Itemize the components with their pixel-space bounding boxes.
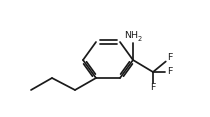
Text: 2: 2: [137, 36, 142, 42]
Text: F: F: [167, 53, 173, 62]
Text: F: F: [150, 84, 156, 93]
Text: NH: NH: [125, 31, 139, 40]
Text: F: F: [167, 68, 173, 77]
